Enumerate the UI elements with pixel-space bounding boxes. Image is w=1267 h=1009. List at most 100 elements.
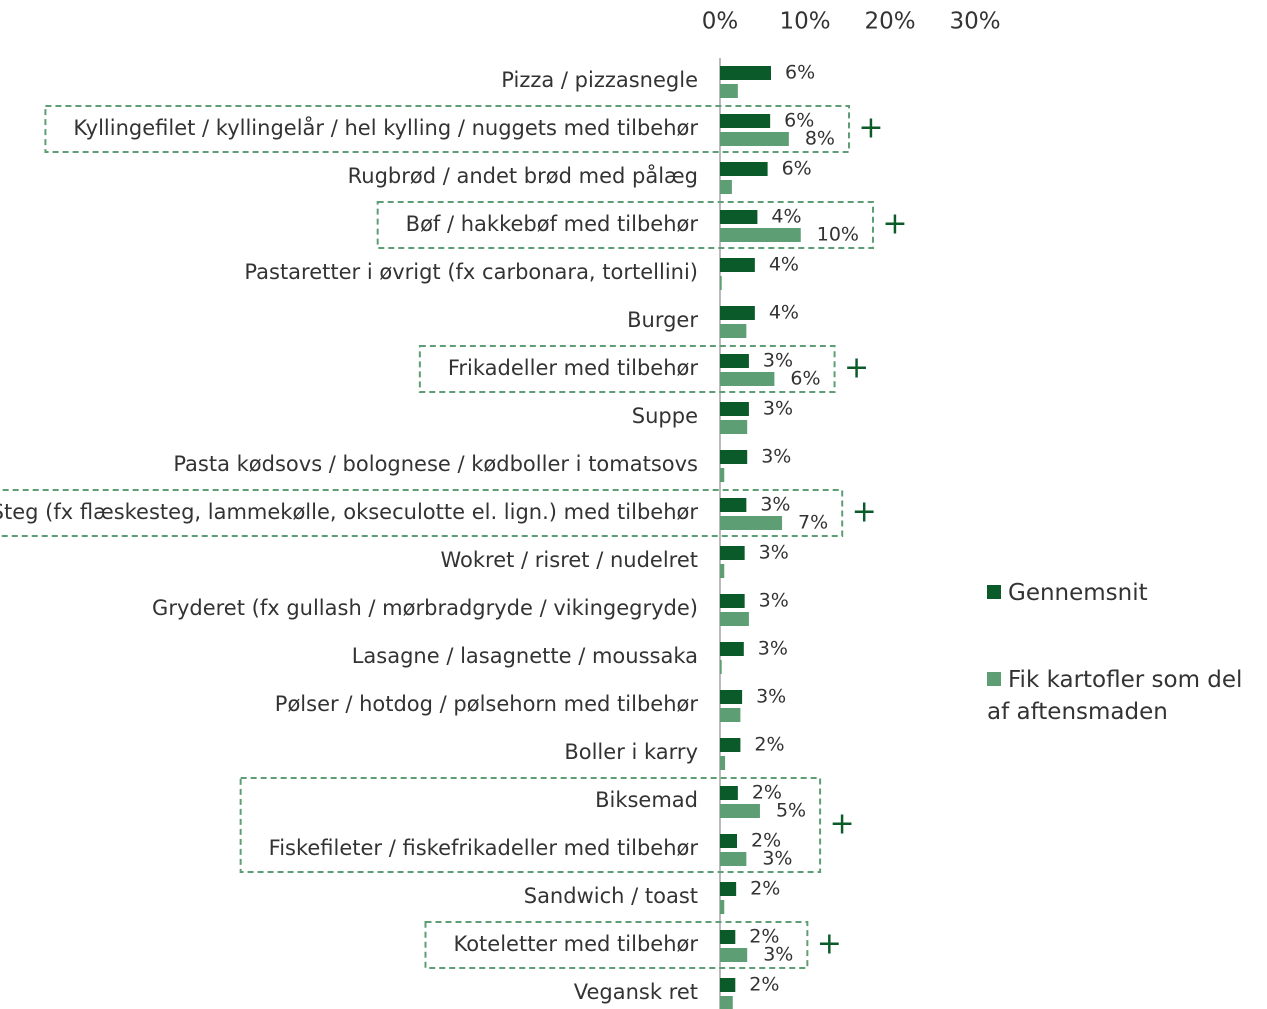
value-label: 7% bbox=[798, 512, 828, 534]
bar bbox=[720, 498, 747, 512]
value-label: 6% bbox=[784, 110, 814, 132]
bar bbox=[720, 690, 743, 704]
bar bbox=[720, 900, 725, 914]
bar bbox=[720, 420, 748, 434]
category-label: Biksemad bbox=[595, 788, 698, 812]
bar bbox=[720, 66, 771, 80]
x-tick-label: 20% bbox=[864, 9, 915, 35]
category-label: Steg (fx flæskesteg, lammekølle, oksecul… bbox=[0, 500, 698, 524]
highlight-mark: + bbox=[852, 495, 877, 530]
bar bbox=[720, 834, 737, 848]
category-label: Gryderet (fx gullash / mørbradgryde / vi… bbox=[152, 596, 698, 620]
value-label: 2% bbox=[752, 782, 782, 804]
value-label: 5% bbox=[776, 800, 806, 822]
bar bbox=[720, 132, 789, 146]
bar bbox=[720, 756, 726, 770]
category-label: Frikadeller med tilbehør bbox=[448, 356, 699, 380]
bar bbox=[720, 372, 775, 386]
category-label: Bøf / hakkebøf med tilbehør bbox=[406, 212, 699, 236]
bar bbox=[720, 660, 722, 674]
value-label: 3% bbox=[763, 398, 793, 420]
legend-item: Gennemsnit bbox=[987, 577, 1267, 609]
category-label: Sandwich / toast bbox=[524, 884, 698, 908]
category-label: Wokret / risret / nudelret bbox=[441, 548, 699, 572]
bar bbox=[720, 276, 722, 290]
value-label: 3% bbox=[758, 638, 788, 660]
legend-label: Fik kartofler som del af aftensmaden bbox=[987, 667, 1243, 725]
x-tick-label: 10% bbox=[779, 9, 830, 35]
bar bbox=[720, 804, 760, 818]
highlight-mark: + bbox=[858, 111, 883, 146]
category-label: Pizza / pizzasnegle bbox=[501, 68, 698, 92]
bar bbox=[720, 738, 741, 752]
value-label: 10% bbox=[817, 224, 859, 246]
value-label: 2% bbox=[749, 926, 779, 948]
bar bbox=[720, 162, 768, 176]
category-label: Suppe bbox=[632, 404, 698, 428]
value-label: 6% bbox=[782, 158, 812, 180]
highlight-mark: + bbox=[882, 207, 907, 242]
bar bbox=[720, 324, 747, 338]
value-label: 3% bbox=[762, 848, 792, 870]
bar bbox=[720, 84, 738, 98]
category-label: Lasagne / lasagnette / moussaka bbox=[352, 644, 698, 668]
value-label: 3% bbox=[759, 542, 789, 564]
highlight-mark: + bbox=[817, 927, 842, 962]
value-label: 4% bbox=[769, 254, 799, 276]
highlight-box bbox=[0, 489, 844, 537]
bar bbox=[720, 930, 736, 944]
category-label: Fiskefileter / fiskefrikadeller med tilb… bbox=[269, 836, 699, 860]
bar bbox=[720, 642, 744, 656]
bar bbox=[720, 546, 745, 560]
highlight-mark: + bbox=[830, 807, 855, 842]
highlight-box bbox=[44, 105, 851, 153]
value-label: 3% bbox=[759, 590, 789, 612]
bar bbox=[720, 882, 737, 896]
bar bbox=[720, 354, 749, 368]
category-label: Burger bbox=[627, 308, 698, 332]
bar bbox=[720, 852, 747, 866]
legend-item: Fik kartofler som del af aftensmaden bbox=[987, 664, 1267, 728]
bar bbox=[720, 114, 771, 128]
value-label: 3% bbox=[763, 944, 793, 966]
legend-swatch bbox=[987, 585, 1001, 599]
value-label: 2% bbox=[754, 734, 784, 756]
value-label: 4% bbox=[771, 206, 801, 228]
bar bbox=[720, 612, 749, 626]
highlight-box bbox=[239, 777, 822, 873]
bar bbox=[720, 996, 733, 1009]
highlight-box bbox=[424, 921, 809, 969]
bar bbox=[720, 180, 732, 194]
category-label: Rugbrød / andet brød med pålæg bbox=[348, 163, 698, 188]
value-label: 2% bbox=[750, 878, 780, 900]
value-label: 4% bbox=[769, 302, 799, 324]
highlight-mark: + bbox=[844, 351, 869, 386]
legend-label: Gennemsnit bbox=[1008, 580, 1148, 606]
bar bbox=[720, 786, 738, 800]
value-label: 2% bbox=[749, 974, 779, 996]
x-tick-label: 30% bbox=[949, 9, 1000, 35]
bar bbox=[720, 210, 758, 224]
bar bbox=[720, 402, 749, 416]
value-label: 6% bbox=[785, 62, 815, 84]
bar bbox=[720, 228, 801, 242]
category-label: Pasta kødsovs / bolognese / kødboller i … bbox=[173, 452, 698, 476]
value-label: 2% bbox=[751, 830, 781, 852]
value-label: 3% bbox=[763, 350, 793, 372]
category-label: Vegansk ret bbox=[574, 980, 698, 1004]
bar bbox=[720, 708, 741, 722]
x-tick-label: 0% bbox=[702, 9, 739, 35]
value-label: 3% bbox=[761, 446, 791, 468]
bar bbox=[720, 516, 783, 530]
value-label: 6% bbox=[790, 368, 820, 390]
category-label: Pastaretter i øvrigt (fx carbonara, tort… bbox=[244, 260, 698, 284]
category-label: Kyllingefilet / kyllingelår / hel kyllin… bbox=[73, 115, 698, 140]
category-label: Koteletter med tilbehør bbox=[453, 932, 698, 956]
bar bbox=[720, 306, 755, 320]
category-label: Pølser / hotdog / pølsehorn med tilbehør bbox=[275, 692, 699, 716]
bar bbox=[720, 450, 748, 464]
bar bbox=[720, 948, 748, 962]
bar bbox=[720, 594, 745, 608]
